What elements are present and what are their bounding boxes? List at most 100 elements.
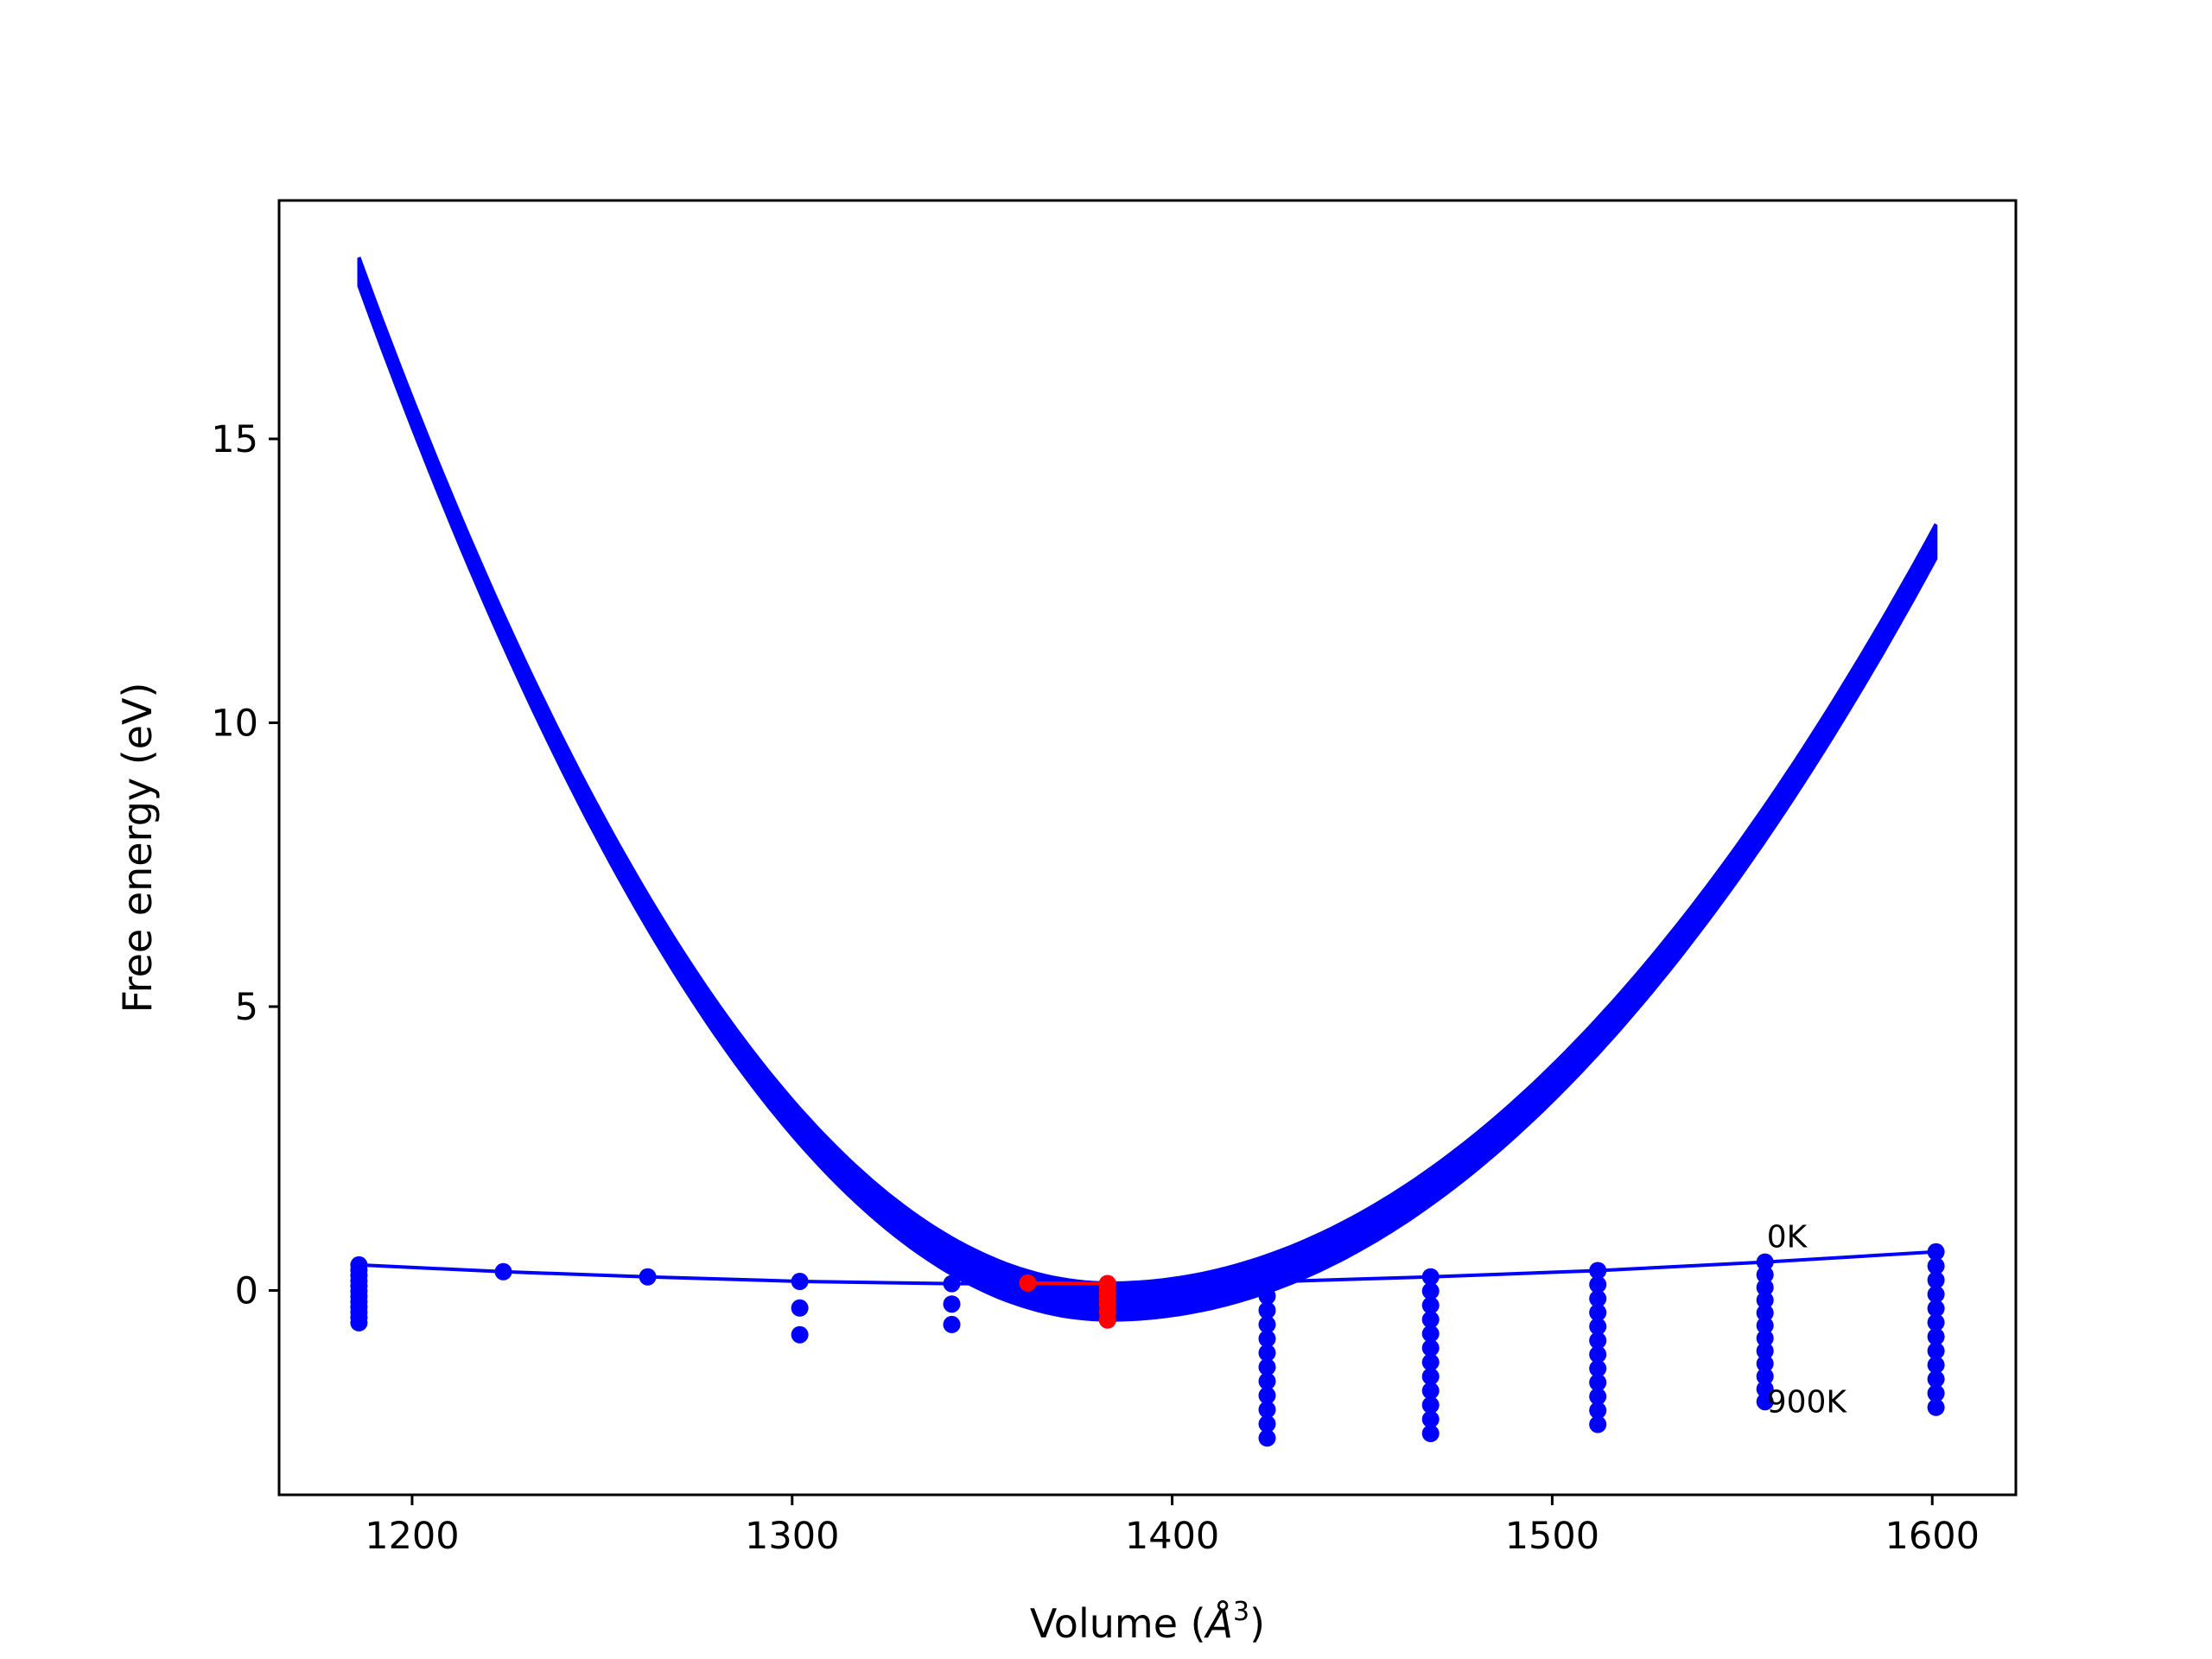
x-tick-label: 1200 xyxy=(365,1515,459,1558)
fit-curve xyxy=(357,270,1938,1302)
data-point xyxy=(1421,1382,1440,1400)
data-point xyxy=(1927,1398,1945,1416)
fit-curve xyxy=(357,276,1938,1310)
fit-curve xyxy=(357,266,1938,1299)
fit-curve xyxy=(357,271,1938,1305)
data-point xyxy=(1756,1291,1774,1309)
fit-curve xyxy=(357,263,1938,1294)
fit-curve xyxy=(357,267,1938,1300)
fit-curve xyxy=(357,268,1938,1300)
data-point xyxy=(1927,1384,1945,1402)
x-axis-label-superscript: 3 xyxy=(1233,1597,1249,1627)
fit-curve xyxy=(357,257,1938,1286)
fit-curve xyxy=(357,271,1938,1305)
data-point xyxy=(1258,1315,1276,1333)
data-point xyxy=(1589,1332,1607,1350)
data-point xyxy=(1421,1396,1440,1414)
x-tick-label: 1300 xyxy=(745,1515,839,1558)
data-point xyxy=(1927,1271,1945,1289)
data-point xyxy=(1258,1301,1276,1319)
data-point xyxy=(1258,1387,1276,1404)
x-tick-label: 1600 xyxy=(1885,1515,1980,1558)
fit-curve xyxy=(357,257,1938,1287)
data-point xyxy=(1421,1353,1440,1371)
y-axis-ticks: 0 5 10 15 xyxy=(211,418,279,1313)
fit-curve xyxy=(357,267,1938,1299)
fit-curve xyxy=(357,270,1938,1304)
data-point xyxy=(1421,1339,1440,1357)
data-point xyxy=(1421,1296,1440,1314)
data-point xyxy=(1756,1266,1774,1284)
fit-curve xyxy=(357,277,1938,1313)
fit-curve xyxy=(357,274,1938,1309)
fit-curve xyxy=(357,259,1938,1289)
fit-curve xyxy=(357,280,1938,1316)
fit-curve xyxy=(357,262,1938,1293)
data-point xyxy=(1258,1429,1276,1447)
fit-curve xyxy=(357,264,1938,1296)
fit-curve xyxy=(357,259,1938,1289)
data-point xyxy=(1756,1329,1774,1347)
fit-curve xyxy=(357,276,1938,1311)
data-point xyxy=(1589,1415,1607,1433)
data-point xyxy=(943,1274,961,1293)
fit-curve xyxy=(357,269,1938,1301)
data-point xyxy=(1258,1358,1276,1376)
fit-curve xyxy=(357,264,1938,1296)
fit-curve xyxy=(357,262,1938,1293)
fit-curve xyxy=(357,280,1938,1317)
data-point xyxy=(1756,1279,1774,1296)
fit-curve xyxy=(357,257,1938,1285)
data-point xyxy=(1756,1393,1774,1411)
fit-curve xyxy=(357,257,1938,1287)
fit-curve xyxy=(357,270,1938,1303)
minimum-energy-path xyxy=(1019,1274,1116,1329)
data-point xyxy=(1756,1380,1774,1398)
fit-curve xyxy=(357,270,1938,1302)
y-tick-label: 5 xyxy=(235,986,258,1029)
x-axis-label: Volume (Å3) xyxy=(1030,1597,1265,1647)
data-point xyxy=(1258,1287,1276,1305)
static-energy-curve xyxy=(359,1249,1936,1286)
fit-curve xyxy=(357,264,1938,1294)
fit-curve xyxy=(357,276,1938,1311)
x-tick-label: 1500 xyxy=(1505,1515,1599,1558)
fit-curve xyxy=(357,258,1938,1287)
data-point xyxy=(1589,1374,1607,1391)
data-point xyxy=(1258,1273,1276,1291)
data-point xyxy=(1756,1367,1774,1385)
y-axis-label: Free energy (eV) xyxy=(114,683,161,1014)
data-point xyxy=(1927,1243,1945,1261)
data-point xyxy=(791,1325,809,1344)
data-point xyxy=(943,1295,961,1313)
fit-curve xyxy=(357,263,1938,1294)
x-axis-ticks: 1200 1300 1400 1500 1600 xyxy=(365,1495,1980,1558)
temperature-annotation: 900K xyxy=(1767,1385,1848,1421)
fit-curve xyxy=(357,264,1938,1295)
data-point xyxy=(1589,1304,1607,1321)
data-point xyxy=(1927,1285,1945,1303)
data-point xyxy=(1421,1325,1440,1343)
static-curve-line xyxy=(359,1249,1936,1286)
data-point xyxy=(1756,1304,1774,1322)
fit-curve xyxy=(357,277,1938,1313)
minimum-point xyxy=(1098,1311,1116,1329)
data-point xyxy=(1258,1401,1276,1419)
x-axis-label-suffix: ) xyxy=(1249,1600,1265,1647)
data-point xyxy=(1421,1410,1440,1428)
fit-curve xyxy=(357,265,1938,1297)
fit-curve xyxy=(357,260,1938,1290)
data-point-columns xyxy=(350,1243,1945,1447)
fit-curve xyxy=(357,278,1938,1314)
fit-curve xyxy=(357,280,1938,1315)
data-point xyxy=(1756,1355,1774,1373)
fit-curve xyxy=(357,270,1938,1304)
fit-curve xyxy=(357,271,1938,1306)
data-point xyxy=(1421,1268,1440,1286)
fit-curve xyxy=(357,273,1938,1306)
data-point xyxy=(1927,1257,1945,1275)
x-tick-label: 1400 xyxy=(1125,1515,1219,1558)
fit-curve xyxy=(357,272,1938,1306)
fit-curve xyxy=(357,264,1938,1294)
data-point xyxy=(1258,1372,1276,1390)
